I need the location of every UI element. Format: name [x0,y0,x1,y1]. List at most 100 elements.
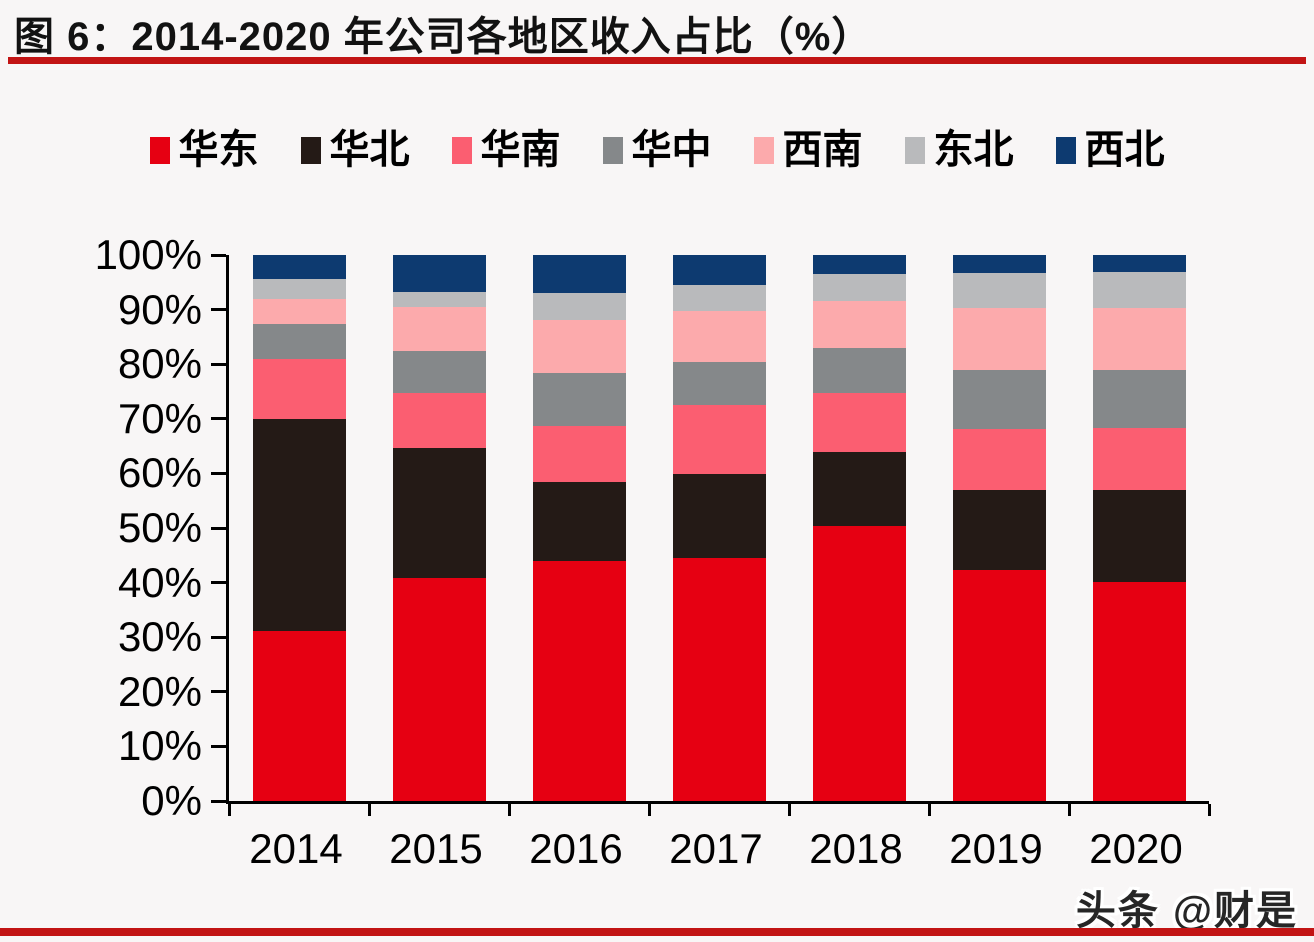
segment-华南-2020 [1092,428,1186,490]
legend-item-华北: 华北 [300,128,410,172]
watermark-text: 头条 @财是 [1075,889,1298,933]
legend-swatch [1055,136,1076,164]
x-axis-tick [927,804,931,816]
legend-label: 西北 [1084,128,1165,172]
segment-华东-2019 [952,569,1046,801]
legend-item-西北: 西北 [1055,128,1165,172]
legend-swatch [602,136,623,164]
legend-label: 西南 [782,128,863,172]
title-divider-line [8,57,1306,64]
legend-label: 华中 [631,128,712,172]
x-axis-tick [647,804,651,816]
y-axis-label: 80% [117,340,202,388]
segment-东北-2019 [952,272,1046,309]
x-axis-tick [367,804,371,816]
segment-华北-2014 [252,418,346,631]
stacked-bar-plot-area [211,253,1211,816]
legend-swatch [451,136,472,164]
segment-华南-2016 [532,425,626,483]
legend-item-华中: 华中 [602,128,712,172]
segment-西北-2014 [252,255,346,279]
segment-华中-2016 [532,372,626,426]
x-axis-labels: 2014 2015 2016 2017 2018 2019 2020 [226,828,1206,884]
segment-华中-2017 [672,362,766,406]
segment-东北-2016 [532,292,626,321]
y-axis-tick [211,581,226,585]
segment-华东-2020 [1092,582,1186,801]
y-axis-tick [211,308,226,312]
segment-西北-2019 [952,255,1046,273]
segment-华东-2017 [672,558,766,801]
segment-华南-2018 [812,393,906,453]
bar-2015 [369,255,509,801]
figure-title: 图 6：2014-2020 年公司各地区收入占比（%） [14,15,873,59]
y-axis-tick [211,471,226,475]
legend-label: 华东 [178,128,259,172]
segment-西南-2016 [532,320,626,373]
x-axis-label-2017: 2017 [669,825,763,872]
y-axis-tick [211,799,226,803]
segment-华中-2018 [812,347,906,394]
segment-华南-2017 [672,405,766,474]
segment-华东-2018 [812,526,906,801]
x-axis-label-2015: 2015 [389,825,483,872]
y-axis-label: 90% [117,285,202,333]
y-axis-label: 20% [117,667,202,715]
segment-西南-2018 [812,301,906,348]
legend-swatch [753,136,774,164]
segment-西北-2016 [532,255,626,293]
legend-label: 华北 [329,128,410,172]
y-axis-label: 100% [94,231,202,278]
segment-东北-2015 [392,291,486,308]
segment-华东-2016 [532,560,626,801]
x-axis-tick [787,804,791,816]
segment-西南-2014 [252,299,346,325]
legend-item-华东: 华东 [149,128,259,172]
x-axis-label-2018: 2018 [809,825,903,872]
legend-swatch [300,136,321,164]
y-axis-label: 70% [117,394,202,442]
segment-华北-2015 [392,448,486,578]
bar-2019 [929,255,1069,801]
bar-2014 [229,255,369,801]
segment-华南-2015 [392,393,486,449]
legend-swatch [904,136,925,164]
y-axis-tick [211,253,226,257]
segment-华南-2014 [252,358,346,419]
segment-华东-2014 [252,630,346,801]
segment-东北-2017 [672,284,766,312]
legend-item-西南: 西南 [753,128,863,172]
segment-西北-2018 [812,255,906,274]
legend-label: 华南 [480,128,561,172]
legend-item-东北: 东北 [904,130,1014,170]
segment-华中-2020 [1092,369,1186,429]
y-axis-label: 10% [117,722,202,770]
segment-华北-2018 [812,452,906,527]
legend-item-华南: 华南 [451,128,561,172]
bar-2017 [649,255,789,801]
y-axis-label: 0% [141,777,202,824]
x-axis-tick [1207,804,1211,816]
x-axis-tick [1067,804,1071,816]
segment-西北-2017 [672,255,766,285]
segment-华北-2017 [672,473,766,559]
legend-swatch [149,136,170,164]
y-axis-labels: 100% 90% 80% 70% 60% 50% 40% 30% 20% 10% 0% [0,234,202,822]
y-axis-label: 60% [117,449,202,497]
chart-legend: 华东 华北 华南 华中 西南 东北 西北 [0,130,1314,170]
x-axis-label-2016: 2016 [529,825,623,872]
segment-华东-2015 [392,577,486,801]
segment-华北-2020 [1092,489,1186,583]
segment-华中-2019 [952,369,1046,429]
segment-华北-2019 [952,489,1046,570]
bar-2016 [509,255,649,801]
bar-2020 [1069,255,1209,801]
x-axis-label-2014: 2014 [249,825,343,872]
x-axis-tick [227,804,231,816]
y-axis-tick [211,417,226,421]
y-axis-tick [211,526,226,530]
segment-东北-2020 [1092,271,1186,308]
segment-华中-2015 [392,350,486,394]
segment-东北-2014 [252,278,346,300]
segment-华北-2016 [532,482,626,561]
